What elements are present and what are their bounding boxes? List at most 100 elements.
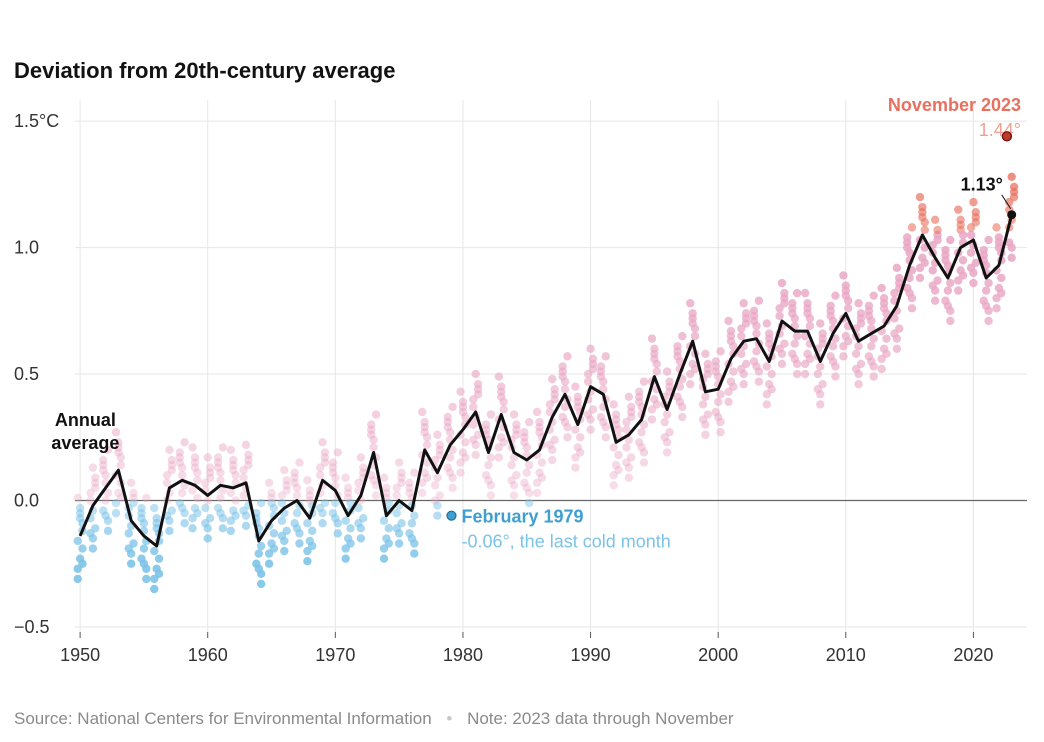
monthly-dot	[548, 455, 557, 465]
monthly-dots	[73, 172, 1019, 594]
monthly-dot	[152, 564, 161, 573]
monthly-dot	[892, 334, 902, 343]
monthly-dot	[369, 476, 378, 485]
monthly-dot	[282, 481, 291, 490]
monthly-dot	[456, 387, 465, 396]
monthly-dot	[969, 278, 978, 288]
monthly-dot	[277, 498, 287, 508]
monthly-dot	[405, 529, 414, 538]
monthly-dot	[596, 362, 606, 371]
monthly-dot	[877, 283, 886, 293]
monthly-dot	[920, 225, 929, 235]
monthly-dot	[162, 471, 172, 480]
monthly-dot	[435, 450, 445, 460]
monthly-dot	[448, 402, 457, 412]
monthly-dot	[407, 519, 417, 528]
monthly-dot	[471, 450, 480, 460]
monthly-dot	[75, 503, 85, 513]
monthly-dot	[803, 299, 812, 308]
monthly-dot	[290, 478, 299, 487]
monthly-dot	[142, 564, 151, 573]
monthly-dot	[622, 443, 631, 452]
annual-average-line	[78, 214, 1014, 548]
monthly-dot	[571, 453, 580, 462]
monthly-dot	[91, 524, 100, 533]
monthly-dot	[997, 288, 1006, 298]
monthly-dot	[969, 197, 978, 207]
monthly-dot	[213, 463, 223, 472]
monthly-dot	[244, 460, 253, 470]
y-tick-label: 1.5°C	[14, 111, 59, 131]
monthly-dot	[956, 266, 965, 275]
monthly-dot	[984, 278, 993, 288]
monthly-dot	[716, 417, 725, 427]
monthly-dot	[509, 481, 519, 490]
monthly-dot	[341, 516, 350, 525]
monthly-dot	[165, 445, 174, 455]
monthly-dot	[216, 468, 225, 477]
monthly-dot	[816, 390, 825, 399]
monthly-dot	[652, 359, 661, 369]
monthly-dot	[800, 359, 810, 369]
monthly-dot	[816, 319, 825, 328]
y-tick-label: −0.5	[14, 617, 50, 637]
monthly-dot	[384, 539, 393, 548]
monthly-dot	[520, 438, 529, 447]
monthly-dot	[445, 453, 455, 462]
monthly-dot	[777, 278, 787, 288]
monthly-dot	[647, 334, 657, 343]
monthly-dot	[792, 359, 802, 369]
monthly-dot	[979, 296, 988, 305]
monthly-dot	[775, 311, 784, 321]
monthly-dot	[229, 455, 238, 465]
monthly-dot	[571, 425, 580, 434]
monthly-dot	[841, 281, 850, 290]
monthly-dot	[231, 471, 240, 480]
monthly-dot	[422, 440, 432, 450]
monthly-dot	[813, 369, 823, 379]
monthly-dot	[290, 468, 299, 477]
x-tick-label: 2000	[698, 645, 738, 665]
february-1979-marker	[446, 510, 457, 521]
monthly-dot	[548, 445, 557, 455]
monthly-dot	[343, 483, 353, 493]
monthly-dot	[665, 382, 674, 391]
monthly-dot	[882, 334, 891, 343]
monthly-dot	[563, 422, 572, 432]
monthly-dot	[280, 536, 289, 546]
monthly-dot	[624, 392, 634, 402]
monthly-dot	[392, 483, 401, 493]
monthly-dot	[343, 493, 353, 503]
monthly-dot	[739, 299, 748, 308]
monthly-dot	[522, 483, 531, 493]
monthly-dot	[754, 367, 764, 376]
monthly-dot	[280, 465, 289, 475]
monthly-dot	[867, 316, 876, 326]
monthly-dot	[295, 529, 304, 538]
x-tick-label: 1960	[188, 645, 228, 665]
monthly-dot	[800, 369, 810, 379]
monthly-dot	[410, 549, 419, 558]
monthly-dot	[777, 349, 787, 359]
monthly-dot	[346, 524, 355, 533]
monthly-dot	[535, 468, 544, 477]
monthly-dot	[635, 438, 644, 447]
monthly-dot	[711, 407, 720, 417]
monthly-dot	[435, 445, 445, 455]
monthly-dot	[780, 339, 789, 348]
monthly-dot	[471, 440, 480, 450]
monthly-dot	[588, 354, 598, 364]
monthly-dot	[627, 402, 636, 412]
monthly-dot	[601, 422, 610, 432]
monthly-dot	[1007, 172, 1016, 182]
monthly-dot	[269, 503, 279, 513]
monthly-dot	[188, 524, 197, 533]
monthly-dot	[369, 435, 378, 445]
monthly-dot	[520, 428, 529, 437]
monthly-dot	[494, 453, 504, 462]
annual-2023-leader	[1001, 194, 1012, 210]
monthly-dot	[777, 359, 787, 369]
monthly-dot	[716, 390, 725, 399]
monthly-dot	[839, 271, 848, 280]
